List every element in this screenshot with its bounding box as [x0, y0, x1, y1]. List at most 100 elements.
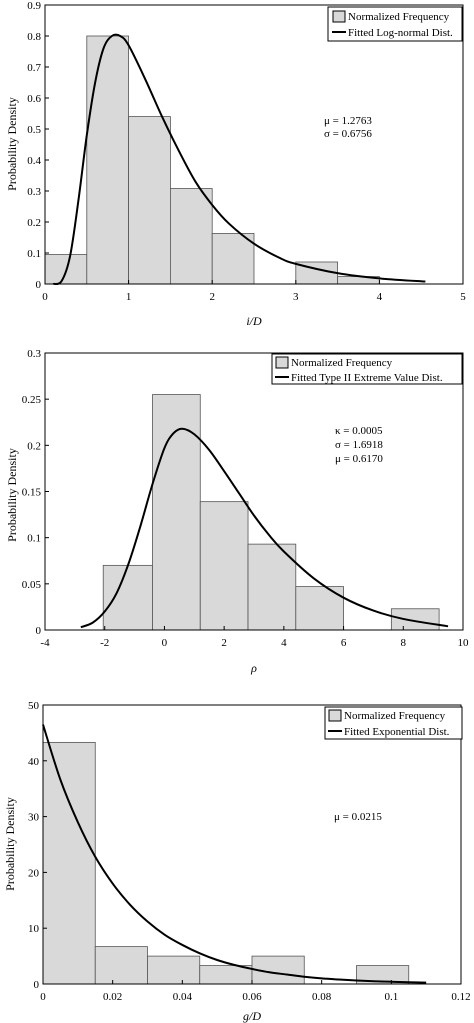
fitted-curve-line	[42, 724, 427, 984]
y-tick-label: 0.05	[22, 579, 42, 591]
y-tick-label: 0.8	[27, 31, 41, 43]
y-tick-label: 30	[28, 812, 40, 824]
histogram-bar-5	[211, 233, 255, 285]
x-tick-label: 6	[341, 637, 347, 649]
y-tick-label: 0.2	[27, 440, 41, 452]
legend-entry-normalized-frequency: Normalized Frequency	[344, 710, 446, 722]
y-tick-label: 0.4	[27, 155, 41, 167]
y-tick-label: 40	[28, 756, 40, 768]
x-axis-label: g/D	[243, 1009, 261, 1023]
chart-panel-2: -4 -2 0 2 4 6 8 10 0 0.05 0.1 0.15 0.2 0.25 0.3 ρ Pro…	[5, 348, 469, 675]
legend-entry-fitted-dist: Fitted Log-normal Dist.	[348, 27, 453, 39]
x-tick-label: 2	[209, 291, 215, 303]
y-tick-label: 0.1	[27, 533, 41, 545]
fitted-curve-line	[53, 33, 426, 286]
y-tick-label: 10	[28, 923, 40, 935]
y-tick-label: 0.9	[27, 0, 41, 12]
x-tick-label: 0.1	[384, 991, 398, 1003]
histogram-bar-4	[169, 188, 213, 285]
y-tick-label: 0	[36, 279, 42, 291]
y-tick-label: 0.1	[27, 248, 41, 260]
fitted-curve-line	[80, 427, 449, 629]
legend-swatch-normalized-frequency	[275, 356, 289, 369]
y-tick-label: 0.3	[27, 348, 41, 360]
y-axis-label: Probability Density	[5, 448, 19, 542]
x-tick-label: 2	[221, 637, 227, 649]
y-tick-label: 0.15	[22, 487, 42, 499]
histogram-bars	[44, 35, 380, 285]
histogram-bar-2	[86, 35, 130, 285]
legend-box	[271, 353, 463, 385]
x-tick-label: 4	[377, 291, 383, 303]
histogram-bar-1	[102, 564, 153, 631]
fit-parameters: κ = 0.0005 σ = 1.6918 μ = 0.6170	[335, 425, 383, 465]
plot-frame	[44, 4, 464, 285]
legend-entry-normalized-frequency: Normalized Frequency	[348, 11, 450, 23]
histogram-bars	[42, 741, 410, 985]
legend-swatch-normalized-frequency	[332, 10, 346, 23]
x-tick-label: 0	[40, 991, 46, 1003]
x-tick-label: 0	[162, 637, 168, 649]
x-axis-ticks: -4 -2 0 2 4 6 8 10	[40, 626, 469, 649]
histogram-bar-3	[128, 116, 171, 285]
plot-frame	[42, 704, 462, 985]
legend-box	[324, 706, 463, 740]
x-tick-label: 0.04	[173, 991, 193, 1003]
legend: Normalized Frequency Fitted Exponential …	[324, 706, 463, 740]
y-tick-label: 0.6	[27, 93, 41, 105]
fit-parameters: μ = 0.0215	[334, 811, 382, 823]
y-axis-label: Probability Density	[5, 97, 19, 191]
x-tick-label: 5	[460, 291, 466, 303]
legend: Normalized Frequency Fitted Log-normal D…	[327, 6, 463, 42]
annotation-mu: μ = 0.0215	[334, 811, 382, 823]
x-tick-label: 0.02	[103, 991, 122, 1003]
legend-entry-normalized-frequency: Normalized Frequency	[291, 357, 393, 369]
y-tick-label: 0.2	[27, 217, 41, 229]
x-axis-ticks: 0 1 2 3 4 5	[42, 280, 466, 303]
x-tick-label: 1	[126, 291, 132, 303]
y-tick-label: 0.25	[22, 394, 42, 406]
annotation-sigma: σ = 0.6756	[324, 128, 372, 140]
x-tick-label: 10	[458, 637, 470, 649]
y-axis-label: Probability Density	[3, 797, 17, 891]
x-tick-label: 3	[293, 291, 299, 303]
legend-entry-fitted-dist: Fitted Exponential Dist.	[344, 726, 450, 738]
x-tick-label: 0	[42, 291, 48, 303]
fit-parameters: μ = 1.2763 σ = 0.6756	[324, 115, 372, 140]
x-axis-label: i/D	[246, 314, 262, 328]
histogram-bar-3	[147, 955, 201, 985]
y-tick-label: 0	[36, 625, 42, 637]
x-tick-label: 0.06	[242, 991, 262, 1003]
histogram-bar-1	[42, 741, 96, 985]
legend-box	[327, 6, 463, 42]
x-tick-label: 8	[401, 637, 407, 649]
x-axis-ticks: 0 0.02 0.04 0.06 0.08 0.1 0.12	[40, 980, 471, 1003]
y-tick-label: 0.3	[27, 186, 41, 198]
x-tick-label: 0.12	[451, 991, 470, 1003]
histogram-bar-4	[199, 965, 253, 985]
histogram-bar-7	[390, 608, 440, 631]
chart-panel-3: 0 0.02 0.04 0.06 0.08 0.1 0.12 0 10 20 30 40 50 g/D…	[3, 700, 471, 1023]
x-axis-label: ρ	[250, 661, 257, 675]
histogram-bars	[102, 394, 440, 631]
legend: Normalized Frequency Fitted Type II Extr…	[271, 353, 463, 385]
histogram-bar-3	[199, 501, 249, 631]
legend-swatch-normalized-frequency	[328, 709, 342, 722]
annotation-mu: μ = 0.6170	[335, 453, 383, 465]
y-axis-ticks: 0 0.05 0.1 0.15 0.2 0.25 0.3	[22, 348, 49, 637]
y-axis-ticks: 0 10 20 30 40 50	[28, 700, 47, 991]
annotation-mu: μ = 1.2763	[324, 115, 372, 127]
legend-entry-fitted-dist: Fitted Type II Extreme Value Dist.	[291, 372, 443, 384]
y-tick-label: 0	[34, 979, 40, 991]
y-tick-label: 0.5	[27, 124, 41, 136]
histogram-bar-5	[251, 955, 305, 985]
y-axis-ticks: 0 0.1 0.2 0.3 0.4 0.5 0.6 0.7 0.8 0.9	[27, 0, 49, 291]
histogram-bar-4	[247, 543, 297, 631]
annotation-kappa: κ = 0.0005	[335, 425, 383, 437]
y-tick-label: 0.7	[27, 62, 41, 74]
x-tick-label: -4	[40, 637, 50, 649]
y-tick-label: 50	[28, 700, 40, 712]
histogram-bar-2	[94, 946, 148, 985]
x-tick-label: -2	[100, 637, 109, 649]
